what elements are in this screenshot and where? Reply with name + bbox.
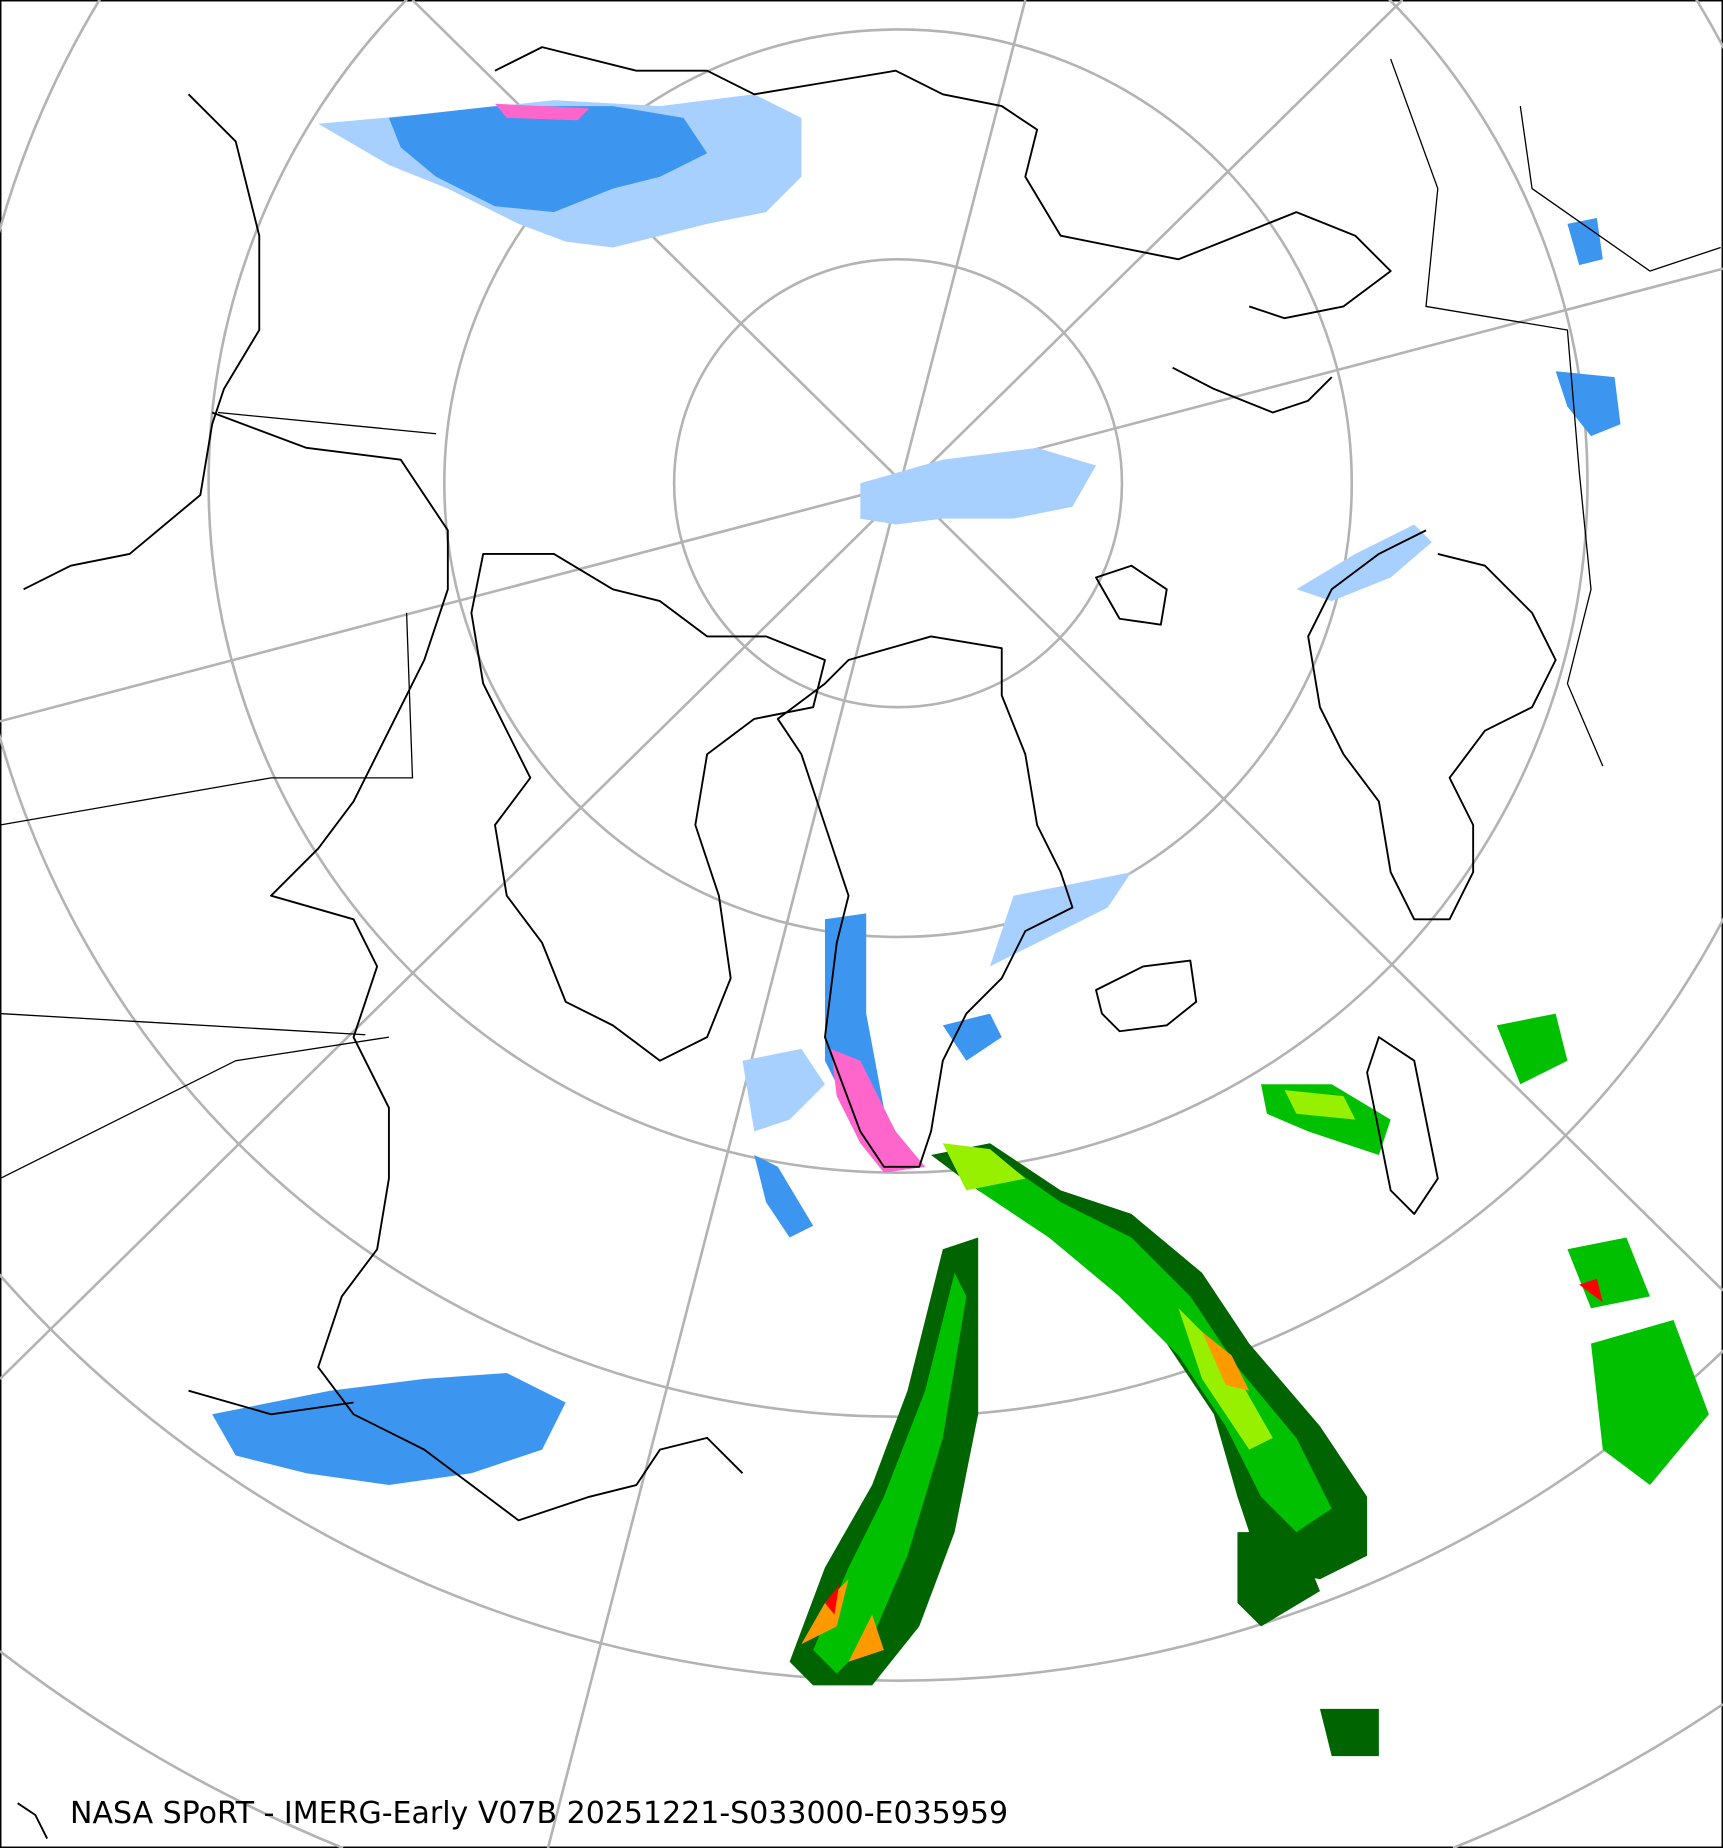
map-caption: NASA SPoRT - IMERG-Early V07B 20251221-S… — [70, 1796, 1009, 1831]
meridian-line — [546, 0, 1027, 1848]
precipitation-field — [212, 94, 1709, 1757]
latitude-circle — [207, 0, 1589, 1174]
political-borders — [0, 58, 1721, 1180]
latitude-circle — [0, 1272, 1723, 1682]
latitude-circle — [443, 28, 1354, 939]
latitude-circle — [672, 257, 1124, 709]
coastline-fragment — [17, 1802, 48, 1839]
meridian-line — [0, 0, 1404, 1380]
latitude-circle — [0, 1650, 1723, 1848]
coastlines — [23, 46, 1557, 1522]
